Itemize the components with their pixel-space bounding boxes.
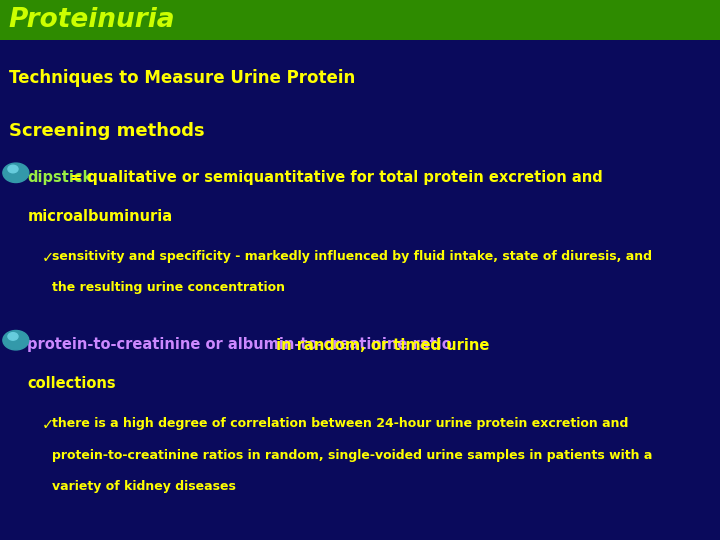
Text: protein-to-creatinine ratios in random, single-voided urine samples in patients : protein-to-creatinine ratios in random, … [52,449,652,462]
Text: collections: collections [27,376,116,392]
Text: in random, or timed urine: in random, or timed urine [271,338,489,353]
Text: microalbuminuria: microalbuminuria [27,209,173,224]
Text: ✓: ✓ [42,417,54,433]
Text: = qualitative or semiquantitative for total protein excretion and: = qualitative or semiquantitative for to… [65,170,603,185]
Text: there is a high degree of correlation between 24-hour urine protein excretion an: there is a high degree of correlation be… [52,417,629,430]
Text: Techniques to Measure Urine Protein: Techniques to Measure Urine Protein [9,69,355,87]
Text: dipstick: dipstick [27,170,93,185]
Text: Proteinuria: Proteinuria [9,7,175,33]
Text: variety of kidney diseases: variety of kidney diseases [52,480,235,493]
Text: sensitivity and specificity - markedly influenced by fluid intake, state of diur: sensitivity and specificity - markedly i… [52,250,652,263]
Text: protein-to-creatinine or albumin-to-creatinine ratio: protein-to-creatinine or albumin-to-crea… [27,338,452,353]
Text: the resulting urine concentration: the resulting urine concentration [52,281,285,294]
Text: ✓: ✓ [42,250,54,265]
Text: Screening methods: Screening methods [9,122,204,139]
